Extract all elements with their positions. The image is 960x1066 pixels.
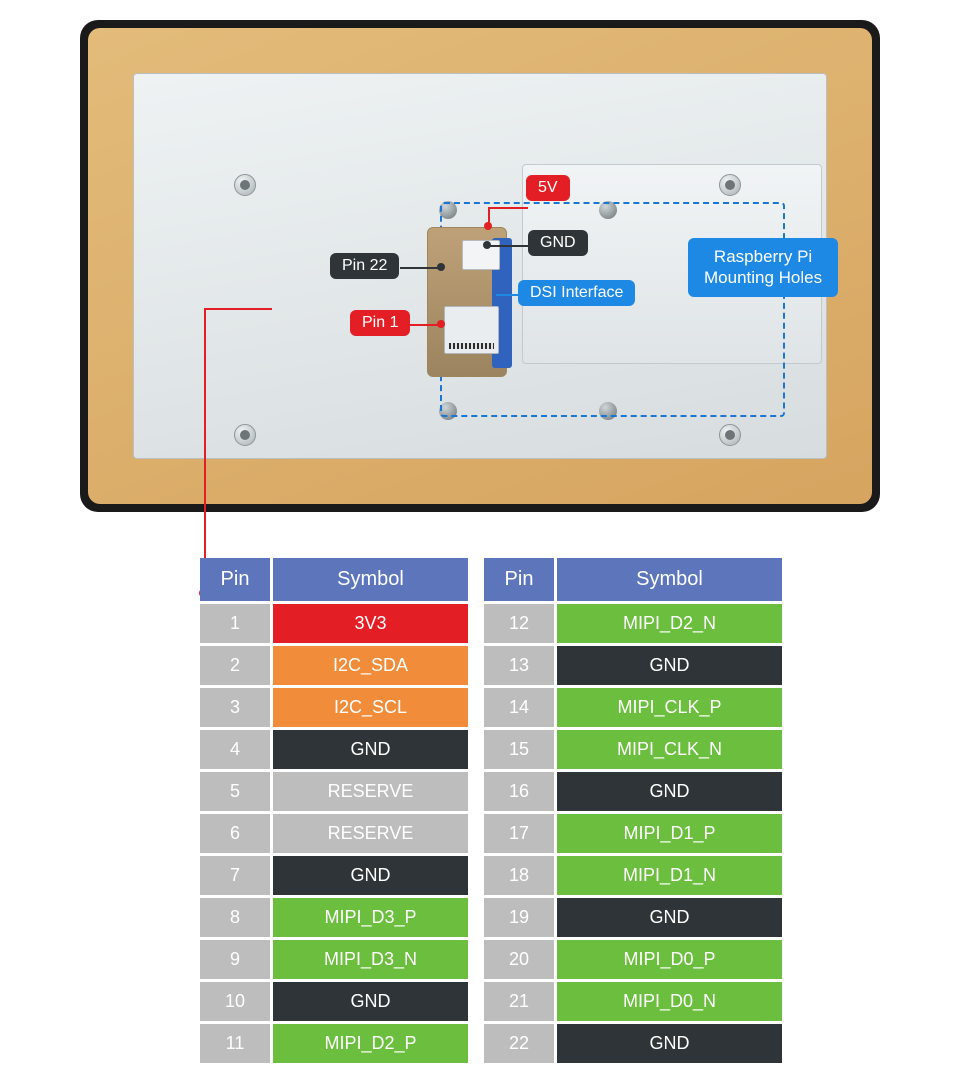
pin-cell: 20 bbox=[484, 940, 554, 979]
lead-pin1 bbox=[408, 324, 440, 326]
table-row: 10GND bbox=[200, 982, 468, 1021]
label-5v: 5V bbox=[526, 175, 570, 201]
pin-cell: 9 bbox=[200, 940, 270, 979]
table-row: 20MIPI_D0_P bbox=[484, 940, 782, 979]
pin-cell: 16 bbox=[484, 772, 554, 811]
pin-cell: 19 bbox=[484, 898, 554, 937]
standoff bbox=[719, 424, 741, 446]
pinout-tables: Pin Symbol 13V32I2C_SDA3I2C_SCL4GND5RESE… bbox=[197, 555, 785, 1066]
symbol-cell: GND bbox=[273, 856, 468, 895]
label-dsi: DSI Interface bbox=[518, 280, 635, 306]
pin-cell: 1 bbox=[200, 604, 270, 643]
symbol-cell: MIPI_D0_N bbox=[557, 982, 782, 1021]
symbol-cell: MIPI_D3_N bbox=[273, 940, 468, 979]
lead-dsi bbox=[496, 294, 520, 296]
dot-pin22 bbox=[437, 263, 445, 271]
dot-5v bbox=[484, 222, 492, 230]
label-pin1: Pin 1 bbox=[350, 310, 410, 336]
pin-cell: 7 bbox=[200, 856, 270, 895]
table-row: 17MIPI_D1_P bbox=[484, 814, 782, 853]
pin-cell: 22 bbox=[484, 1024, 554, 1063]
symbol-cell: GND bbox=[557, 1024, 782, 1063]
table-row: 16GND bbox=[484, 772, 782, 811]
right-header-pin: Pin bbox=[484, 558, 554, 601]
table-row: 21MIPI_D0_N bbox=[484, 982, 782, 1021]
table-row: 12MIPI_D2_N bbox=[484, 604, 782, 643]
symbol-cell: MIPI_CLK_N bbox=[557, 730, 782, 769]
pin-cell: 2 bbox=[200, 646, 270, 685]
pin-cell: 11 bbox=[200, 1024, 270, 1063]
symbol-cell: MIPI_D2_P bbox=[273, 1024, 468, 1063]
standoff bbox=[719, 174, 741, 196]
table-row: 2I2C_SDA bbox=[200, 646, 468, 685]
symbol-cell: GND bbox=[557, 898, 782, 937]
label-gnd: GND bbox=[528, 230, 588, 256]
pin-cell: 21 bbox=[484, 982, 554, 1021]
label-pin22: Pin 22 bbox=[330, 253, 399, 279]
connector-cutout bbox=[427, 227, 507, 377]
symbol-cell: 3V3 bbox=[273, 604, 468, 643]
symbol-cell: MIPI_D1_N bbox=[557, 856, 782, 895]
table-row: 7GND bbox=[200, 856, 468, 895]
dot-pin1 bbox=[437, 320, 445, 328]
pin-cell: 18 bbox=[484, 856, 554, 895]
symbol-cell: MIPI_D2_N bbox=[557, 604, 782, 643]
lead-pin22 bbox=[400, 267, 440, 269]
table-row: 11MIPI_D2_P bbox=[200, 1024, 468, 1063]
left-header-symbol: Symbol bbox=[273, 558, 468, 601]
pin-table-left: Pin Symbol 13V32I2C_SDA3I2C_SCL4GND5RESE… bbox=[197, 555, 471, 1066]
table-row: 19GND bbox=[484, 898, 782, 937]
standoff bbox=[234, 174, 256, 196]
standoff bbox=[234, 424, 256, 446]
pin-cell: 10 bbox=[200, 982, 270, 1021]
lead-5v bbox=[488, 207, 528, 209]
dot-gnd bbox=[483, 241, 491, 249]
table-row: 4GND bbox=[200, 730, 468, 769]
pin-cell: 12 bbox=[484, 604, 554, 643]
symbol-cell: GND bbox=[273, 730, 468, 769]
symbol-cell: I2C_SCL bbox=[273, 688, 468, 727]
table-row: 13V3 bbox=[200, 604, 468, 643]
pin-cell: 17 bbox=[484, 814, 554, 853]
table-row: 22GND bbox=[484, 1024, 782, 1063]
symbol-cell: GND bbox=[557, 646, 782, 685]
table-row: 13GND bbox=[484, 646, 782, 685]
symbol-cell: MIPI_D3_P bbox=[273, 898, 468, 937]
table-row: 6RESERVE bbox=[200, 814, 468, 853]
symbol-cell: RESERVE bbox=[273, 814, 468, 853]
pin-cell: 8 bbox=[200, 898, 270, 937]
dsi-connector bbox=[444, 306, 499, 354]
symbol-cell: RESERVE bbox=[273, 772, 468, 811]
table-row: 8MIPI_D3_P bbox=[200, 898, 468, 937]
table-row: 15MIPI_CLK_N bbox=[484, 730, 782, 769]
pin1-leader-h bbox=[204, 308, 272, 310]
pin-cell: 3 bbox=[200, 688, 270, 727]
lead-gnd bbox=[488, 245, 530, 247]
symbol-cell: GND bbox=[557, 772, 782, 811]
table-row: 3I2C_SCL bbox=[200, 688, 468, 727]
pin-cell: 14 bbox=[484, 688, 554, 727]
label-mounting-holes: Raspberry PiMounting Holes bbox=[688, 238, 838, 297]
pin-cell: 6 bbox=[200, 814, 270, 853]
symbol-cell: MIPI_D1_P bbox=[557, 814, 782, 853]
table-row: 14MIPI_CLK_P bbox=[484, 688, 782, 727]
pin1-leader-v bbox=[204, 308, 206, 593]
symbol-cell: MIPI_CLK_P bbox=[557, 688, 782, 727]
pin-table-right: Pin Symbol 12MIPI_D2_N13GND14MIPI_CLK_P1… bbox=[481, 555, 785, 1066]
pin-cell: 4 bbox=[200, 730, 270, 769]
pin-cell: 15 bbox=[484, 730, 554, 769]
right-header-symbol: Symbol bbox=[557, 558, 782, 601]
table-row: 9MIPI_D3_N bbox=[200, 940, 468, 979]
symbol-cell: I2C_SDA bbox=[273, 646, 468, 685]
left-header-pin: Pin bbox=[200, 558, 270, 601]
table-row: 5RESERVE bbox=[200, 772, 468, 811]
pin-cell: 13 bbox=[484, 646, 554, 685]
symbol-cell: MIPI_D0_P bbox=[557, 940, 782, 979]
pin-cell: 5 bbox=[200, 772, 270, 811]
table-row: 18MIPI_D1_N bbox=[484, 856, 782, 895]
symbol-cell: GND bbox=[273, 982, 468, 1021]
